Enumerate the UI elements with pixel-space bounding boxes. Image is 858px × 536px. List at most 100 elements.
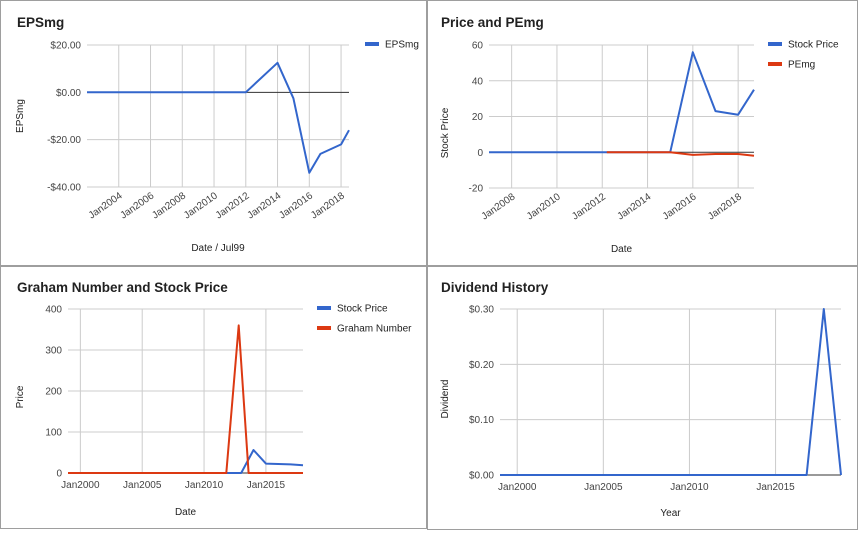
eps-legend-label: EPSmg xyxy=(385,40,419,51)
graham-legend-swatch xyxy=(317,306,331,310)
eps-x-tick-label: Jan2018 xyxy=(309,190,347,221)
pe-data-point xyxy=(753,89,755,91)
eps-chart: EPSmg-$40.00-$20.00$0.00$20.00Jan2004Jan… xyxy=(15,15,419,254)
pe-x-tick-label: Jan2010 xyxy=(525,191,563,222)
pe-y-tick-label: 40 xyxy=(472,76,484,87)
graham-data-point xyxy=(290,463,292,465)
graham-data-point xyxy=(302,472,304,474)
graham-y-tick-label: 300 xyxy=(45,346,62,357)
graham-data-point xyxy=(248,472,250,474)
pe-x-tick-label: Jan2016 xyxy=(661,191,699,222)
pe-y-tick-label: 0 xyxy=(477,148,483,159)
pe-data-point xyxy=(714,110,716,112)
pe-x-tick-label: Jan2012 xyxy=(570,191,608,222)
eps-x-tick-label: Jan2004 xyxy=(87,190,125,221)
pe-x-tick-label: Jan2018 xyxy=(706,191,744,222)
pe-y-tick-label: -20 xyxy=(469,184,484,195)
pe-data-point xyxy=(753,155,755,157)
eps-x-tick-label: Jan2008 xyxy=(150,190,188,221)
dividend-data-point xyxy=(823,308,825,310)
eps-legend-swatch xyxy=(365,42,379,46)
eps-data-point xyxy=(348,129,350,131)
pe-data-point xyxy=(606,151,608,153)
graham-legend-label: Stock Price xyxy=(337,304,388,315)
graham-legend-swatch xyxy=(317,326,331,330)
pe-data-point xyxy=(669,151,671,153)
pe-y-tick-label: 20 xyxy=(472,112,484,123)
graham-x-tick-label: Jan2000 xyxy=(61,480,100,491)
pe-series-line-1 xyxy=(489,51,755,154)
graham-y-axis-label: Price xyxy=(15,385,26,408)
graham-series-line-2 xyxy=(68,324,303,474)
dividend-x-tick-label: Jan2015 xyxy=(756,482,795,493)
graham-y-tick-label: 100 xyxy=(45,428,62,439)
eps-title: EPSmg xyxy=(17,15,64,30)
eps-data-point xyxy=(292,97,294,99)
dividend-title: Dividend History xyxy=(441,280,549,295)
eps-y-tick-label: $0.00 xyxy=(56,88,81,99)
eps-y-tick-label: -$20.00 xyxy=(47,135,81,146)
eps-x-axis-label: Date / Jul99 xyxy=(191,243,245,254)
graham-data-point xyxy=(265,463,267,465)
pe-y-tick-label: 60 xyxy=(472,41,484,52)
price-pe-chart-panel: Price and PEmg -20 0 20 40 60 Jan2008 Jan2010 Ja… xyxy=(427,0,858,266)
graham-x-axis-label: Date xyxy=(175,507,197,518)
graham-chart-panel: Graham Number and Stock Price 0 100 200 300 4… xyxy=(0,266,427,529)
graham-data-point xyxy=(225,472,227,474)
dividend-data-point xyxy=(806,474,808,476)
graham-data-point xyxy=(67,472,69,474)
dividend-chart-panel: Dividend History $0.00 $0.10 $0.20 $0.30 Jan2… xyxy=(427,266,858,530)
graham-x-tick-label: Jan2005 xyxy=(123,480,162,491)
graham-y-tick-label: 0 xyxy=(56,469,62,480)
eps-x-tick-label: Jan2012 xyxy=(214,190,252,221)
dividend-x-tick-label: Jan2010 xyxy=(670,482,709,493)
graham-legend-label: Graham Number xyxy=(337,324,412,335)
graham-chart: Graham Number and Stock Price 0 100 200 300 4… xyxy=(15,280,412,518)
pe-data-point xyxy=(692,51,694,53)
dividend-x-axis-label: Year xyxy=(660,508,681,519)
eps-data-point xyxy=(86,91,88,93)
dividend-y-axis-label: Dividend xyxy=(440,380,451,419)
dividend-chart: Dividend History $0.00 $0.10 $0.20 $0.30 Jan2… xyxy=(440,280,842,519)
dividend-x-tick-label: Jan2005 xyxy=(584,482,623,493)
dividend-series-line-1 xyxy=(500,308,842,476)
pe-legend-swatch xyxy=(768,62,782,66)
graham-y-tick-label: 200 xyxy=(45,387,62,398)
dividend-y-tick-label: $0.20 xyxy=(469,360,494,371)
pe-data-point xyxy=(692,154,694,156)
graham-data-point xyxy=(253,449,255,451)
pe-title: Price and PEmg xyxy=(441,15,544,30)
eps-data-point xyxy=(277,62,279,64)
graham-x-tick-label: Jan2010 xyxy=(185,480,224,491)
eps-chart-panel: EPSmg -$40.00 -$20.00 $0.00 $20.00 Jan2004 Jan… xyxy=(0,0,427,266)
pe-data-point xyxy=(488,151,490,153)
dividend-data-point xyxy=(840,474,842,476)
graham-data-point xyxy=(302,464,304,466)
pe-legend-label: PEmg xyxy=(788,60,815,71)
eps-x-tick-label: Jan2016 xyxy=(277,190,315,221)
pe-x-tick-label: Jan2008 xyxy=(480,191,518,222)
eps-x-tick-label: Jan2010 xyxy=(182,190,220,221)
pe-data-point xyxy=(714,153,716,155)
eps-data-point xyxy=(340,143,342,145)
pe-data-point xyxy=(737,153,739,155)
pe-x-axis-label: Date xyxy=(611,244,633,255)
pe-x-tick-label: Jan2014 xyxy=(616,191,654,222)
eps-series-line-1 xyxy=(87,61,350,174)
eps-data-point xyxy=(245,91,247,93)
pe-legend-swatch xyxy=(768,42,782,46)
graham-series-line-1 xyxy=(68,449,304,474)
dividend-x-tick-label: Jan2000 xyxy=(498,482,537,493)
pe-y-axis-label: Stock Price xyxy=(440,107,451,158)
pe-legend-label: Stock Price xyxy=(788,40,839,51)
pe-data-point xyxy=(737,114,739,116)
pe-series-line-2 xyxy=(606,151,755,157)
dividend-y-tick-label: $0.30 xyxy=(469,305,494,316)
eps-data-point xyxy=(308,172,310,174)
dividend-data-point xyxy=(499,474,501,476)
graham-data-point xyxy=(238,324,240,326)
eps-data-point xyxy=(319,153,321,155)
eps-x-tick-label: Jan2006 xyxy=(118,190,156,221)
dividend-y-tick-label: $0.00 xyxy=(469,471,494,482)
